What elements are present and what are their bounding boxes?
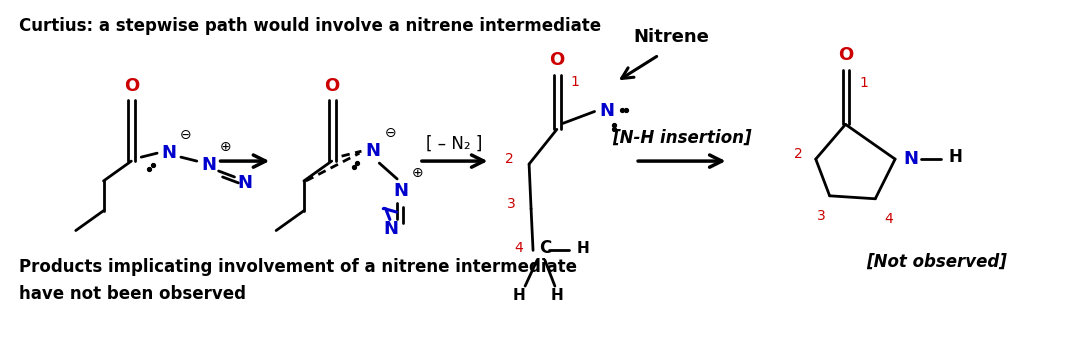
Text: N: N bbox=[903, 150, 918, 168]
Text: O: O bbox=[124, 77, 139, 95]
Text: N: N bbox=[599, 103, 614, 120]
Text: 2: 2 bbox=[793, 147, 802, 161]
Text: N: N bbox=[393, 182, 409, 200]
Text: N: N bbox=[365, 142, 381, 160]
Text: 4: 4 bbox=[515, 241, 524, 255]
Text: 3: 3 bbox=[817, 209, 826, 223]
Text: N: N bbox=[202, 156, 217, 174]
Text: 1: 1 bbox=[570, 75, 580, 89]
Text: [Not observed]: [Not observed] bbox=[867, 252, 1007, 270]
Text: 3: 3 bbox=[507, 197, 515, 211]
Text: 1: 1 bbox=[859, 76, 868, 90]
Text: Nitrene: Nitrene bbox=[633, 28, 709, 46]
Text: H: H bbox=[949, 148, 963, 166]
Text: have not been observed: have not been observed bbox=[19, 285, 246, 303]
Text: C: C bbox=[539, 239, 551, 257]
Text: N: N bbox=[162, 144, 177, 162]
Text: N: N bbox=[384, 219, 399, 238]
Text: H: H bbox=[577, 241, 590, 256]
Text: 4: 4 bbox=[885, 212, 894, 226]
Text: ⊖: ⊖ bbox=[180, 128, 192, 142]
Text: [N-H insertion]: [N-H insertion] bbox=[612, 128, 751, 146]
Text: [ – N₂ ]: [ – N₂ ] bbox=[427, 135, 483, 153]
Text: 2: 2 bbox=[505, 152, 513, 166]
Text: ⊖: ⊖ bbox=[385, 126, 396, 140]
Text: Products implicating involvement of a nitrene intermediate: Products implicating involvement of a ni… bbox=[19, 258, 577, 276]
Text: ⊕: ⊕ bbox=[220, 140, 232, 154]
Text: O: O bbox=[324, 77, 340, 95]
Text: O: O bbox=[549, 51, 565, 69]
Text: O: O bbox=[838, 46, 853, 64]
Text: H: H bbox=[551, 289, 563, 303]
Text: ⊕: ⊕ bbox=[412, 166, 424, 180]
Text: H: H bbox=[513, 289, 526, 303]
Text: Curtius: a stepwise path would involve a nitrene intermediate: Curtius: a stepwise path would involve a… bbox=[19, 17, 602, 35]
Text: N: N bbox=[237, 174, 252, 192]
